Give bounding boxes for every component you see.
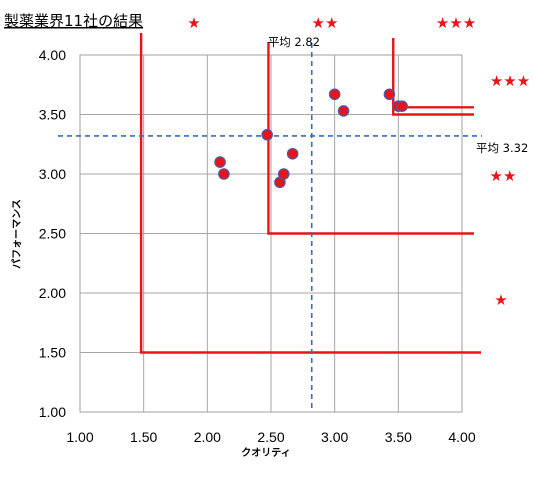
y-tick-label: 4.00: [39, 47, 66, 63]
x-tick-label: 4.00: [448, 429, 475, 445]
y-tick-label: 2.50: [39, 226, 66, 242]
x-tick-label: 3.50: [385, 429, 412, 445]
tier-star-marker: ★★★: [436, 14, 476, 32]
tier-star-marker: ★★★: [490, 72, 530, 90]
tier-star-marker: ★: [187, 14, 200, 32]
tier-markers: ★ ★★ ★★★★★★★★★: [187, 14, 530, 309]
tier-boundary-line: [267, 42, 474, 235]
average-y-label: 平均 3.32: [476, 141, 528, 155]
data-point: [328, 88, 341, 101]
data-point: [383, 88, 396, 101]
y-tick-label: 2.00: [39, 285, 66, 301]
data-point: [277, 168, 290, 180]
x-tick-label: 1.00: [66, 429, 93, 445]
x-tick-label: 1.50: [130, 429, 157, 445]
x-axis-label: クオリティ: [241, 447, 290, 459]
x-axis-ticks: 1.00 1.50 2.00 2.50 3.00 3.50 4.00: [66, 429, 475, 445]
y-tick-label: 3.00: [39, 166, 66, 182]
tier-star-marker: ★: [494, 291, 507, 309]
data-point: [337, 105, 350, 117]
x-tick-label: 2.00: [194, 429, 221, 445]
tier-boundary-line: [392, 38, 474, 116]
average-x-label: 平均 2.82: [268, 35, 320, 49]
tier-boundary-line: [139, 33, 481, 354]
y-axis-ticks: 1.00 1.50 2.00 2.50 3.00 3.50 4.00: [39, 47, 66, 420]
tier-star-marker: ★★: [312, 14, 339, 32]
data-points: [214, 88, 408, 189]
y-tick-label: 1.50: [39, 345, 66, 361]
y-tick-label: 3.50: [39, 107, 66, 123]
x-tick-label: 3.00: [321, 429, 348, 445]
data-point: [214, 156, 226, 168]
y-tick-label: 1.00: [39, 404, 66, 420]
y-axis-label: パフォーマンス: [11, 199, 23, 269]
tier-star-marker: ★★: [490, 167, 517, 185]
data-point: [286, 147, 299, 160]
data-point: [396, 100, 408, 112]
data-point: [218, 168, 230, 180]
chart-title: 製薬業界11社の結果: [4, 12, 143, 30]
data-point: [261, 128, 273, 141]
x-tick-label: 2.50: [257, 429, 284, 445]
